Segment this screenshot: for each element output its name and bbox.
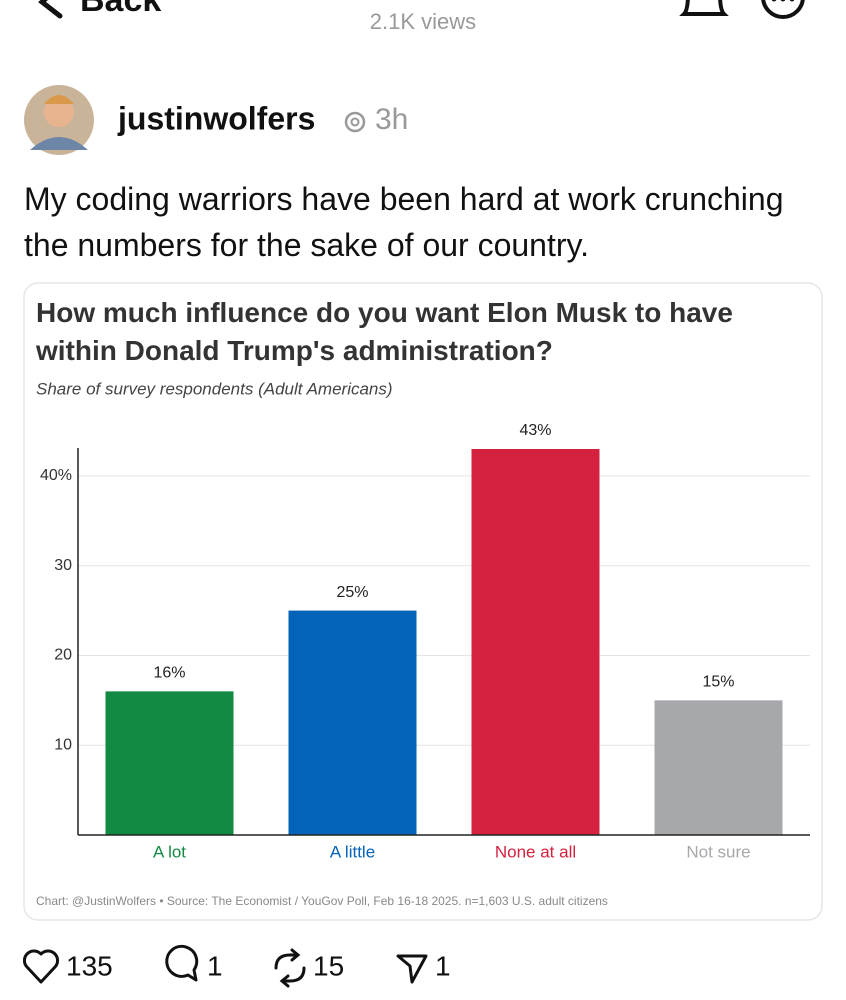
plot: 10 20 30 40% 16% A lot 25% A little 43% None at a… xyxy=(40,422,810,861)
post-time: 3h xyxy=(375,103,408,136)
y-tick-label: 20 xyxy=(54,647,72,664)
reply-count[interactable]: 1 xyxy=(207,950,223,981)
ai-icon-inner xyxy=(350,117,360,127)
y-tick-label: 10 xyxy=(54,736,72,753)
reply-icon[interactable] xyxy=(165,944,199,982)
avatar-hair xyxy=(44,95,74,104)
like-icon[interactable] xyxy=(22,949,60,984)
chart-title: How much influence do you want Elon Musk… xyxy=(36,297,733,366)
like-count[interactable]: 135 xyxy=(66,950,113,981)
share-icon[interactable] xyxy=(396,954,428,984)
value-label: 25% xyxy=(336,584,368,601)
bell-icon[interactable] xyxy=(679,0,729,16)
post-text: My coding warriors have been hard at wor… xyxy=(24,181,784,263)
repost-count[interactable]: 15 xyxy=(313,950,344,981)
share-count[interactable]: 1 xyxy=(435,950,451,981)
back-icon[interactable] xyxy=(38,0,63,19)
views: 2.1K views xyxy=(370,9,476,34)
more-dot xyxy=(771,0,777,2)
value-label: 16% xyxy=(153,665,185,682)
x-tick-label: Not sure xyxy=(686,842,750,861)
username[interactable]: justinwolfers xyxy=(117,100,315,136)
x-tick-label: None at all xyxy=(495,842,576,861)
y-tick-label: 30 xyxy=(54,557,72,574)
more-icon[interactable] xyxy=(761,0,805,19)
avatar-body xyxy=(30,137,88,150)
bar xyxy=(105,691,234,835)
chart-subtitle: Share of survey respondents (Adult Ameri… xyxy=(36,379,393,398)
y-tick-label: 40% xyxy=(40,467,72,484)
more-dot xyxy=(789,0,795,2)
bar xyxy=(654,700,783,835)
back-label[interactable]: Back xyxy=(80,0,161,19)
avatar-face xyxy=(44,97,74,127)
bar xyxy=(471,449,600,835)
x-tick-label: A lot xyxy=(153,842,186,861)
repost-icon[interactable] xyxy=(274,948,306,988)
value-label: 15% xyxy=(702,674,734,691)
chart-source: Chart: @JustinWolfers • Source: The Econ… xyxy=(36,894,608,908)
bar xyxy=(288,610,417,835)
more-dot xyxy=(780,0,786,2)
value-label: 43% xyxy=(519,422,551,439)
x-tick-label: A little xyxy=(330,842,375,861)
ai-icon xyxy=(344,111,366,133)
